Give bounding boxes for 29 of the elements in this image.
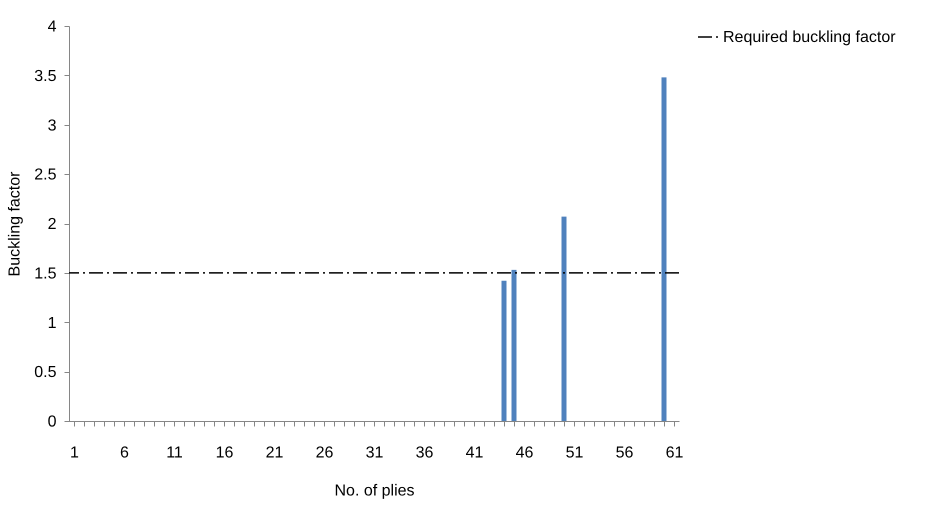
x-tick-label: 46 bbox=[516, 444, 534, 462]
y-tick-label: 2 bbox=[48, 216, 57, 233]
bar bbox=[562, 216, 566, 421]
y-axis-title: Buckling factor bbox=[6, 170, 24, 276]
x-tick-label: 61 bbox=[666, 444, 684, 462]
y-tick-label: 4 bbox=[48, 18, 57, 36]
x-tick-label: 11 bbox=[166, 444, 183, 462]
y-tick-label: 2.5 bbox=[34, 166, 57, 184]
x-tick-label: 6 bbox=[120, 444, 130, 462]
y-tick-label: 0 bbox=[48, 414, 57, 430]
x-tick-label: 51 bbox=[566, 444, 584, 462]
legend-label: Required buckling factor bbox=[723, 29, 896, 46]
bar bbox=[662, 77, 666, 421]
x-tick-label: 36 bbox=[416, 444, 434, 462]
x-tick-label: 16 bbox=[216, 444, 234, 462]
y-tick-label: 3.5 bbox=[34, 68, 57, 85]
x-tick-label: 26 bbox=[316, 444, 334, 462]
bar bbox=[502, 280, 506, 421]
x-tick-label: 41 bbox=[466, 444, 484, 462]
y-tick-label: 1.5 bbox=[34, 265, 57, 282]
y-tick-label: 1 bbox=[48, 314, 57, 332]
bar bbox=[512, 270, 516, 421]
x-tick-label: 21 bbox=[266, 444, 284, 462]
y-tick-label: 3 bbox=[48, 117, 57, 134]
y-tick-label: 0.5 bbox=[34, 364, 57, 382]
x-tick-label: 56 bbox=[616, 444, 634, 462]
x-axis-title: No. of plies bbox=[334, 482, 415, 500]
x-tick-label: 31 bbox=[366, 444, 384, 462]
x-tick-label: 1 bbox=[70, 444, 80, 462]
